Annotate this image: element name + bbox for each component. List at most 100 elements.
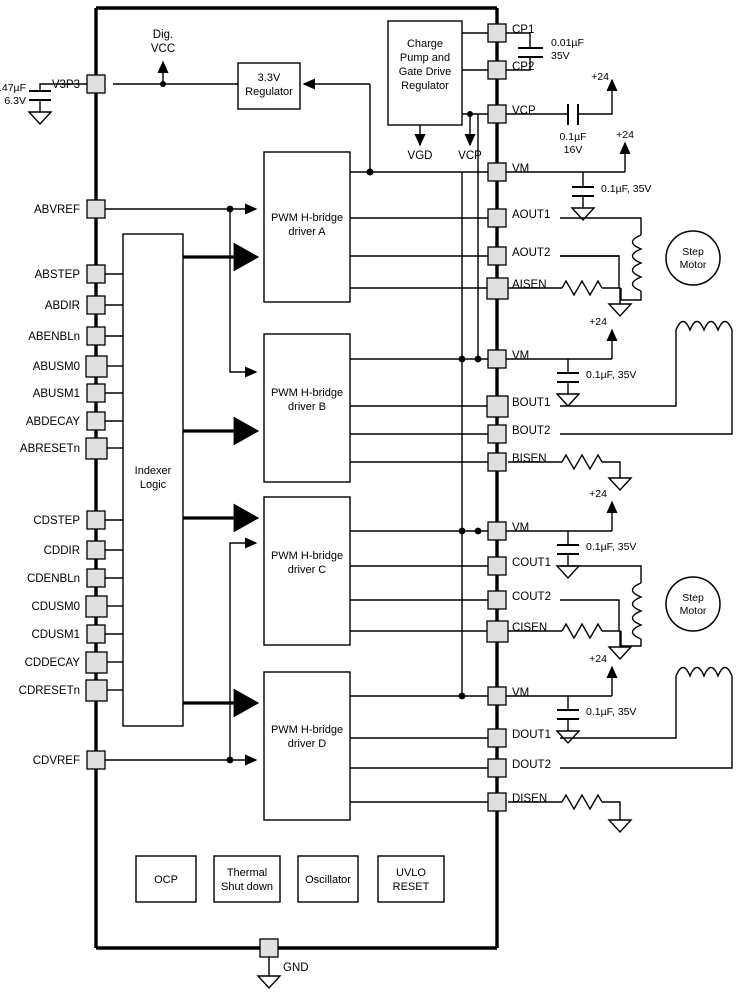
- pin-pad-cout1[interactable]: [487, 556, 507, 576]
- pin-pad-dout1[interactable]: [487, 728, 507, 748]
- cap-vm4-value: 0.1µF, 35V: [586, 706, 636, 718]
- pin-pad-vcp[interactable]: [487, 104, 507, 124]
- dig-vcc-node: Dig. VCC: [113, 29, 238, 87]
- motor-1-winding-b: [560, 320, 733, 435]
- step-motor-2: Step Motor: [665, 576, 721, 632]
- charge-pump-label-line3: Gate Drive: [399, 66, 452, 78]
- step-motor-1-label-line2: Motor: [680, 259, 707, 271]
- pin-pad-cdusm0[interactable]: [85, 595, 108, 618]
- pin-pad-cdusm1[interactable]: [86, 624, 106, 644]
- pin-pad-cdstep[interactable]: [86, 510, 106, 530]
- pin-label-abresetn: ABRESETn: [20, 443, 80, 455]
- driver-d-label-line1: PWM H-bridge: [271, 724, 343, 736]
- driver-a-label-line1: PWM H-bridge: [271, 212, 343, 224]
- pin-label-abusm1: ABUSM1: [33, 388, 80, 400]
- pin-pad-cdvref[interactable]: [86, 750, 106, 770]
- cap-vm2-value: 0.1µF, 35V: [586, 369, 636, 381]
- block-driver-a: PWM H-bridge driver A: [263, 151, 488, 303]
- pin-pad-cout2[interactable]: [487, 590, 507, 610]
- dig-vcc-label-line2: VCC: [151, 43, 175, 55]
- thermal-label-line1: Thermal: [227, 867, 267, 879]
- pin-pad-cdresetn[interactable]: [85, 679, 108, 702]
- pin-pad-aisen[interactable]: [486, 277, 509, 300]
- gnd-pin-group: GND: [256, 938, 309, 990]
- pin-label-abusm0: ABUSM0: [33, 361, 80, 373]
- pin-pad-vm-2[interactable]: [487, 349, 507, 369]
- driver-b-label-line2: driver B: [288, 401, 326, 413]
- supply-24v-label-vm2: +24: [589, 316, 607, 328]
- coil-lead-cout2: [560, 599, 620, 631]
- pin-pad-aout1[interactable]: [487, 208, 507, 228]
- v3p3-decoupling-cap: 0.47µF 6.3V: [0, 82, 96, 126]
- cap-vcp-value-line1: 0.1µF: [559, 131, 586, 143]
- block-oscillator: Oscillator: [297, 855, 359, 903]
- pin-label-cdvref: CDVREF: [33, 755, 80, 767]
- pin-label-disen: DISEN: [512, 793, 547, 805]
- pin-pad-dout2[interactable]: [487, 758, 507, 778]
- pin-pad-gnd[interactable]: [259, 938, 279, 958]
- regulator-label-line2: Regulator: [245, 86, 293, 98]
- block-driver-b: PWM H-bridge driver B: [263, 333, 488, 483]
- pin-pad-cdenbln[interactable]: [86, 568, 106, 588]
- block-regulator: 3.3V Regulator: [237, 62, 374, 176]
- pin-label-cdstep: CDSTEP: [33, 515, 80, 527]
- cap-vm3-value: 0.1µF, 35V: [586, 541, 636, 553]
- step-motor-2-label-line1: Step: [682, 592, 704, 604]
- pin-pad-vm-4[interactable]: [487, 686, 507, 706]
- pin-pad-abdecay[interactable]: [86, 411, 106, 431]
- pin-label-vm-4: VM: [512, 687, 529, 699]
- pin-pad-abvref[interactable]: [86, 199, 106, 219]
- pin-label-cddecay: CDDECAY: [25, 657, 81, 669]
- pin-pad-abresetn[interactable]: [85, 437, 108, 460]
- pin-label-bisen: BISEN: [512, 453, 547, 465]
- block-charge-pump: Charge Pump and Gate Drive Regulator VGD…: [387, 20, 488, 162]
- pin-pad-v3p3[interactable]: [86, 74, 106, 94]
- indexer-input-stubs: [105, 273, 123, 691]
- motor-2-winding-d: [560, 666, 733, 769]
- indexer-label-line2: Logic: [140, 479, 167, 491]
- pin-pad-vm-3[interactable]: [487, 521, 507, 541]
- right-pin-group: CP1 CP2 VCP VM AOUT1 AOUT2 AISEN VM BOUT…: [486, 23, 551, 812]
- charge-pump-label-line4: Regulator: [401, 80, 449, 92]
- pin-pad-cp2[interactable]: [487, 60, 507, 80]
- pin-label-vm-3: VM: [512, 522, 529, 534]
- charge-pump-flying-cap: 0.01µF 35V: [506, 32, 584, 71]
- pin-pad-vm-1[interactable]: [487, 162, 507, 182]
- block-uvlo-reset: UVLO RESET: [377, 855, 445, 903]
- pin-pad-bisen[interactable]: [487, 452, 507, 472]
- indexer-to-driver-arrows: [183, 242, 260, 718]
- charge-pump-label-line1: Charge: [407, 38, 443, 50]
- pin-label-cp1: CP1: [512, 24, 534, 36]
- pin-label-cddir: CDDIR: [44, 545, 80, 557]
- pin-label-bout1: BOUT1: [512, 397, 550, 409]
- pin-pad-abusm1[interactable]: [86, 383, 106, 403]
- pin-pad-bout2[interactable]: [487, 424, 507, 444]
- vm-rail-1: +24 0.1µF, 35V: [506, 129, 651, 222]
- pin-label-vm-2: VM: [512, 350, 529, 362]
- pin-label-abenbln: ABENBLn: [28, 331, 80, 343]
- pin-pad-aout2[interactable]: [487, 246, 507, 266]
- cap-v3p3-value-line1: 0.47µF: [0, 82, 26, 94]
- pin-pad-abdir[interactable]: [86, 295, 106, 315]
- pin-label-cdresetn: CDRESETn: [19, 685, 80, 697]
- cap-cp-value-line1: 0.01µF: [551, 37, 584, 49]
- vm-rail-2: +24 0.1µF, 35V: [506, 316, 636, 408]
- pin-pad-abstep[interactable]: [86, 264, 106, 284]
- pin-pad-cp1[interactable]: [487, 23, 507, 43]
- pin-pad-abusm0[interactable]: [85, 355, 108, 378]
- pin-pad-cisen[interactable]: [486, 620, 509, 643]
- vcp-cap-to-24v: +24 0.1µF 16V: [506, 71, 618, 156]
- driver-c-label-line1: PWM H-bridge: [271, 550, 343, 562]
- pin-pad-cddir[interactable]: [86, 540, 106, 560]
- driver-d-label-line2: driver D: [288, 738, 327, 750]
- pin-label-abstep: ABSTEP: [35, 269, 81, 281]
- pin-pad-disen[interactable]: [487, 792, 507, 812]
- pin-pad-cddecay[interactable]: [85, 651, 108, 674]
- vm-rail-4: +24 0.1µF, 35V: [506, 653, 636, 745]
- pin-pad-bout1[interactable]: [486, 395, 509, 418]
- left-pin-group: V3P3 ABVREF ABSTEP ABDIR ABENBLn ABUSM0 …: [19, 74, 108, 770]
- supply-24v-label-vm4: +24: [589, 653, 607, 665]
- pin-pad-abenbln[interactable]: [86, 326, 106, 346]
- supply-24v-label-vm3: +24: [589, 488, 607, 500]
